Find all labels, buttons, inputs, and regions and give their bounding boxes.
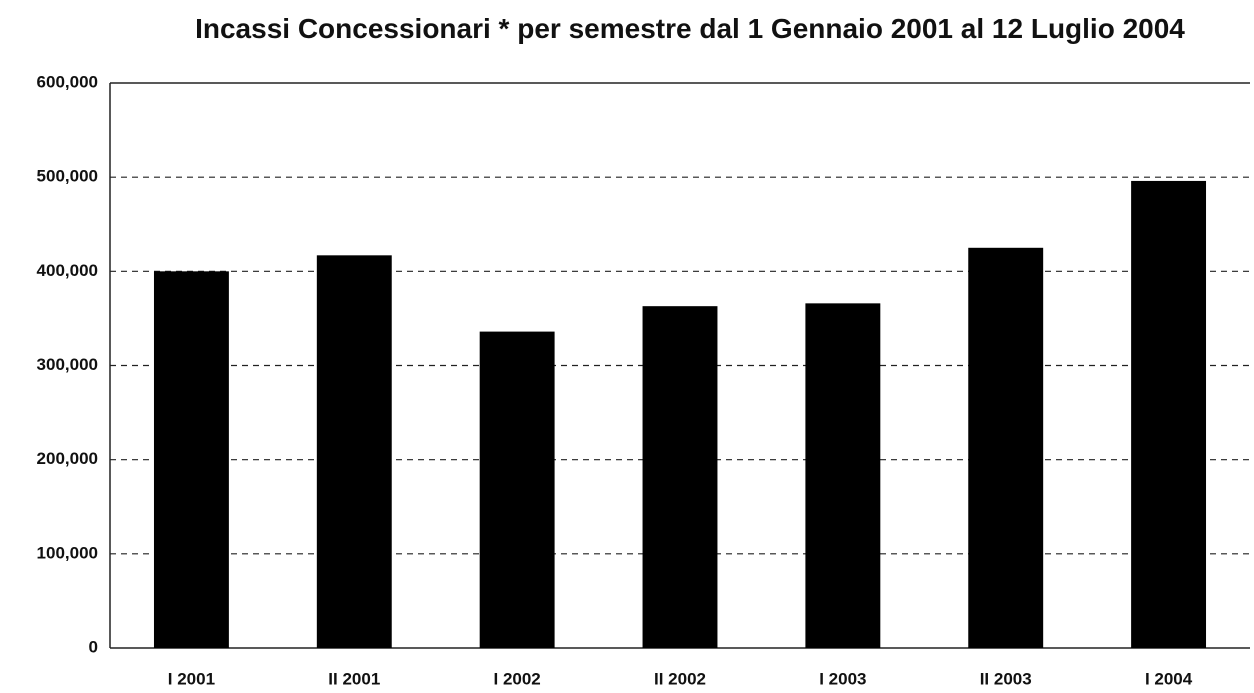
- y-tick-label: 100,000: [37, 543, 98, 562]
- y-tick-label: 600,000: [37, 72, 98, 91]
- x-tick-label: I 2003: [819, 669, 866, 688]
- y-tick-label: 500,000: [37, 167, 98, 186]
- bar: [316, 255, 392, 648]
- bar: [805, 303, 881, 648]
- y-tick-label: 400,000: [37, 261, 98, 280]
- chart-title: Incassi Concessionari * per semestre dal…: [195, 13, 1185, 44]
- x-tick-label: II 2003: [980, 669, 1032, 688]
- bar: [479, 331, 555, 648]
- y-tick-label: 0: [89, 637, 98, 656]
- bar: [1131, 180, 1207, 648]
- x-tick-label: I 2002: [494, 669, 541, 688]
- y-tick-label: 300,000: [37, 355, 98, 374]
- y-tick-label: 200,000: [37, 449, 98, 468]
- x-tick-label: II 2002: [654, 669, 706, 688]
- x-tick-label: I 2004: [1145, 669, 1193, 688]
- x-tick-label: II 2001: [328, 669, 380, 688]
- bar: [642, 306, 718, 648]
- bar: [968, 247, 1044, 648]
- bar: [153, 271, 229, 648]
- x-tick-label: I 2001: [168, 669, 215, 688]
